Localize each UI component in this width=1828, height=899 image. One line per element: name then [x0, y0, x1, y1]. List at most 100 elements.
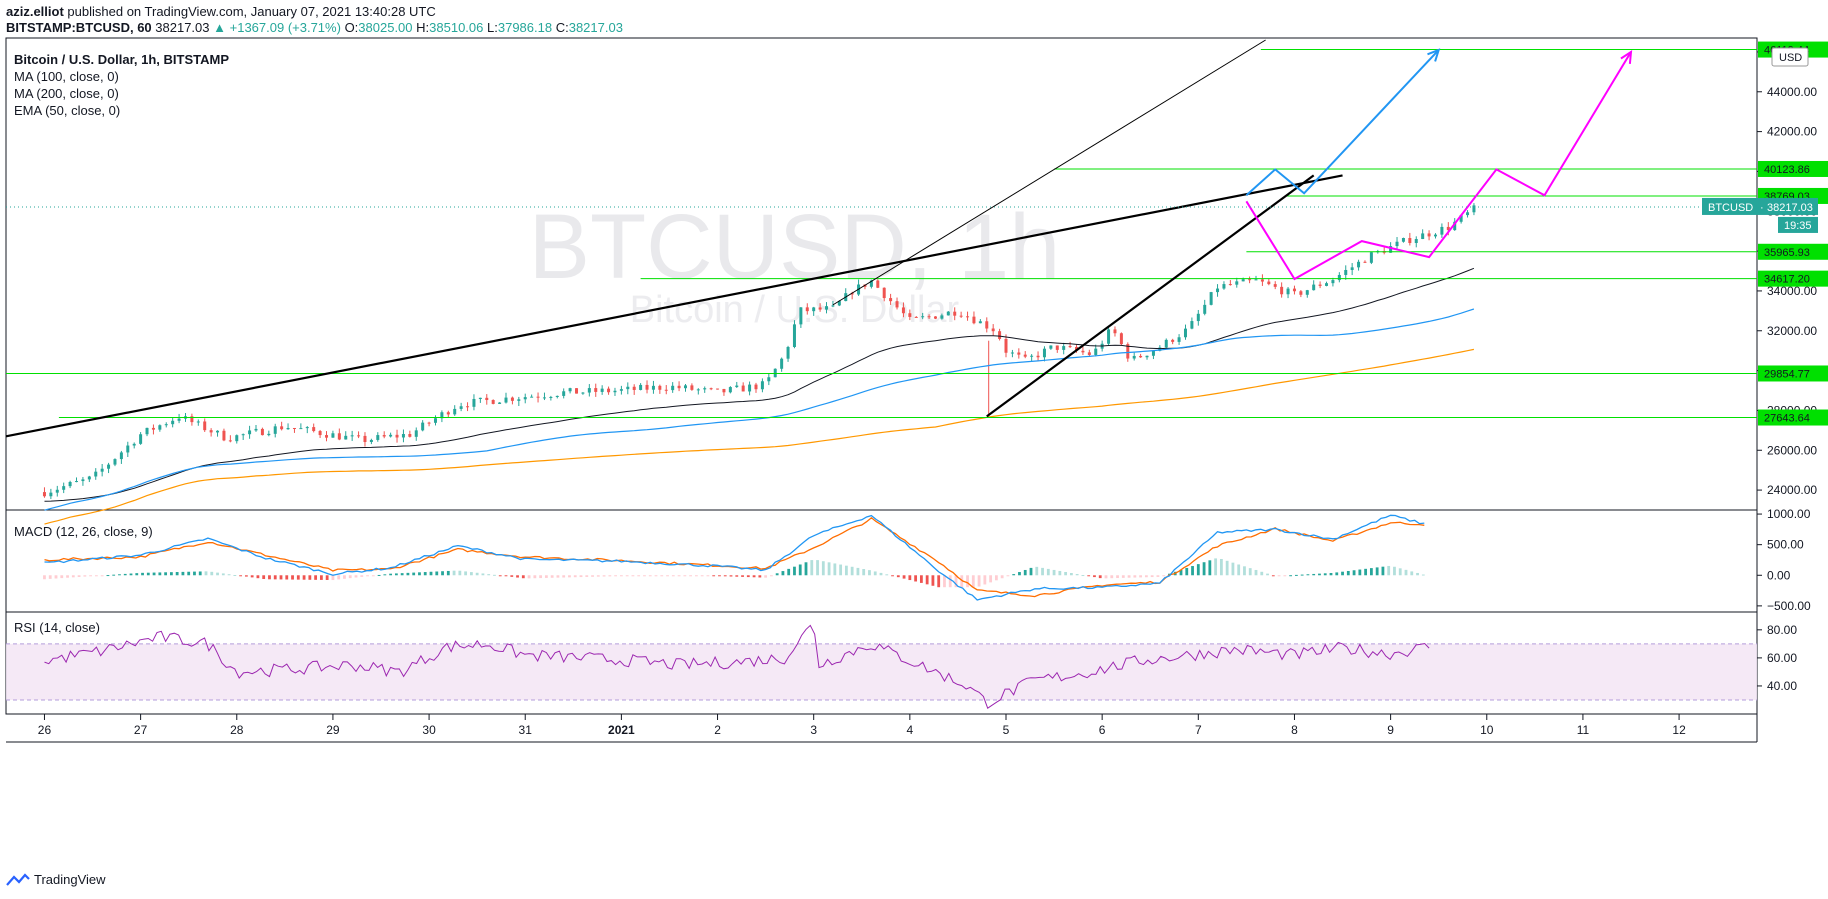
last-price: 38217.03 — [155, 20, 210, 35]
candle-body — [446, 412, 450, 415]
candle-body — [921, 316, 925, 318]
macd-bar — [1000, 575, 1004, 579]
macd-bar — [475, 572, 479, 576]
symbol-label: BITSTAMP:BTCUSD, 60 — [6, 20, 152, 35]
candle-body — [75, 481, 79, 483]
candle-body — [671, 385, 675, 391]
macd-bar — [856, 567, 860, 576]
candle-body — [433, 418, 437, 423]
macd-bar — [700, 575, 704, 577]
candle-body — [151, 427, 155, 430]
candle-body — [171, 420, 175, 425]
level-price-tag — [1758, 160, 1828, 177]
candle-body — [677, 385, 681, 389]
macd-bar — [954, 575, 958, 588]
x-tick-label: 7 — [1195, 723, 1202, 737]
macd-bar — [1294, 574, 1298, 576]
candle-body — [792, 324, 796, 348]
trendline — [5, 174, 1343, 438]
macd-bar — [643, 575, 646, 577]
macd-bar — [891, 575, 894, 577]
macd-bar — [1191, 566, 1194, 576]
candle-body — [1344, 269, 1348, 275]
candle-body — [1042, 348, 1046, 358]
macd-bar — [1121, 575, 1125, 578]
macd-line — [44, 514, 1425, 601]
macd-bar — [279, 575, 283, 580]
macd-y-tick-label: 0.00 — [1767, 568, 1791, 582]
projection-path-magenta — [1245, 51, 1632, 281]
candle-body — [196, 421, 200, 423]
macd-bar — [798, 564, 802, 576]
candle-body — [1062, 346, 1066, 350]
candle-body — [825, 306, 829, 310]
macd-bar — [591, 575, 594, 577]
candle-body — [132, 443, 136, 446]
candle-body — [363, 435, 367, 443]
macd-bar — [1341, 571, 1344, 576]
macd-bar — [1248, 568, 1252, 576]
candle-body — [831, 305, 835, 307]
macd-bar — [400, 573, 404, 576]
macd-bar — [885, 574, 889, 576]
candle-body — [1421, 233, 1425, 240]
candle-body — [228, 440, 232, 442]
x-tick-label: 6 — [1099, 723, 1106, 737]
macd-bar — [1277, 575, 1281, 577]
x-tick-label: 30 — [422, 723, 436, 737]
macd-bar — [908, 575, 912, 581]
candle-body — [946, 311, 950, 316]
tradingview-brand[interactable]: TradingView — [34, 872, 106, 887]
macd-bar — [308, 575, 312, 580]
candle-body — [100, 468, 104, 472]
macd-bar — [256, 575, 260, 579]
macd-bar — [550, 575, 554, 578]
candle-body — [1401, 238, 1405, 242]
macd-bar — [1352, 570, 1356, 576]
macd-bar — [221, 573, 225, 576]
macd-bar — [1219, 558, 1223, 576]
macd-bar — [464, 571, 468, 576]
macd-bar — [1127, 575, 1131, 578]
macd-signal-line — [44, 516, 1425, 598]
candle-body — [562, 391, 566, 396]
ma100-line — [44, 308, 1475, 511]
macd-bar — [637, 575, 641, 577]
macd-bar — [723, 575, 727, 577]
candle-body — [523, 397, 527, 400]
candle-body — [722, 388, 726, 393]
candle-body — [805, 307, 809, 312]
candle-body — [555, 395, 559, 397]
x-tick-label: 8 — [1291, 723, 1298, 737]
candle-body — [1235, 281, 1239, 285]
candle-body — [1049, 345, 1053, 349]
candle-body — [901, 307, 905, 314]
macd-bar — [1404, 569, 1408, 576]
candle-body — [177, 418, 181, 421]
macd-bar — [966, 575, 969, 588]
x-tick-label: 26 — [38, 723, 52, 737]
macd-bar — [718, 575, 721, 577]
author-name[interactable]: aziz.elliot — [6, 4, 64, 19]
rsi-y-tick-label: 40.00 — [1767, 679, 1797, 693]
macd-bar — [602, 575, 606, 577]
candle-body — [1325, 283, 1329, 286]
macd-bar — [769, 575, 773, 577]
macd-bar — [1093, 575, 1096, 578]
open-value: 38025.00 — [358, 20, 413, 35]
macd-bar — [452, 570, 456, 576]
candle-body — [709, 388, 713, 390]
macd-y-tick-label: 1000.00 — [1767, 507, 1811, 521]
macd-bar — [164, 572, 168, 576]
currency-label: USD — [1779, 52, 1802, 64]
macd-bar — [585, 575, 589, 577]
candle-body — [414, 430, 418, 437]
candle-body — [216, 430, 220, 433]
x-tick-label: 11 — [1577, 723, 1590, 737]
candle-body — [626, 386, 630, 390]
tradingview-logo-icon — [6, 872, 30, 886]
tag-separator: · — [1760, 202, 1764, 214]
macd-histogram — [43, 558, 1425, 588]
candle-body — [1427, 233, 1431, 237]
candle-body — [1433, 234, 1437, 237]
